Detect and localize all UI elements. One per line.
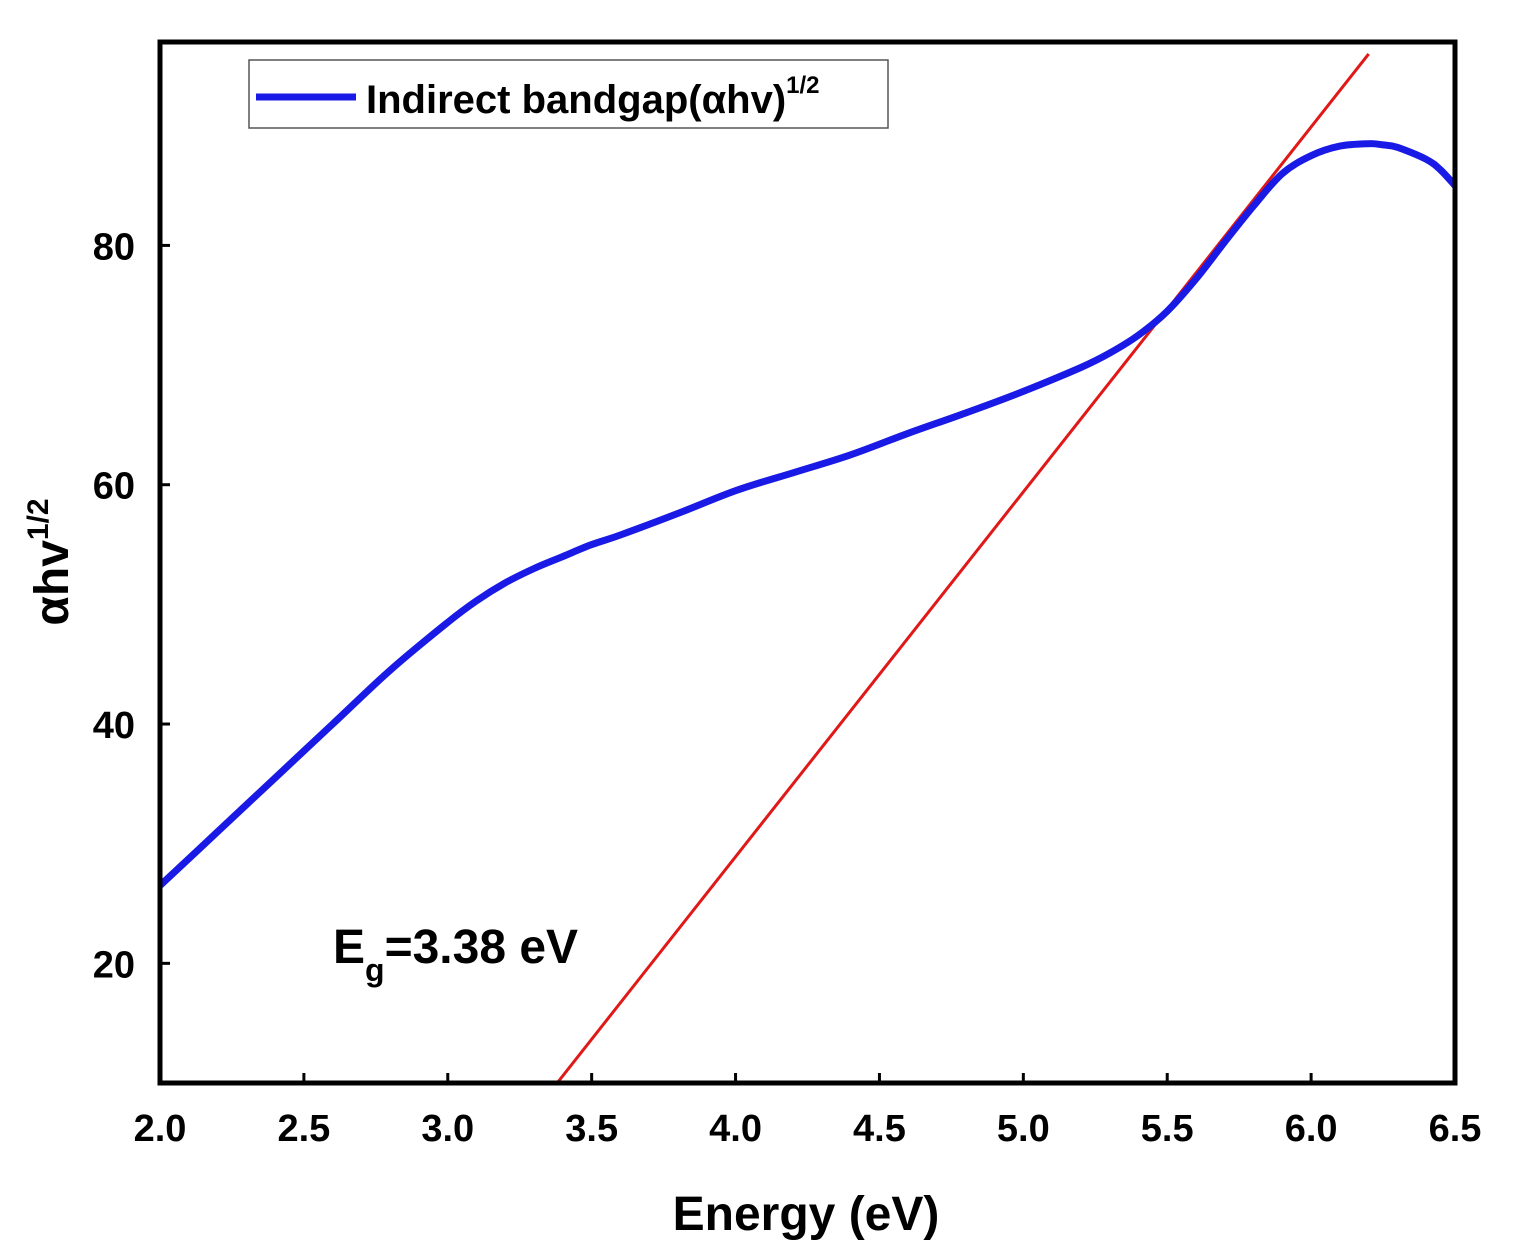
x-tick-label: 5.0 (997, 1108, 1050, 1150)
x-axis: 2.0 2.5 3.0 3.5 4.0 4.5 5.0 5.5 6.0 6.5 (134, 1073, 1482, 1150)
annotation-value: =3.38 eV (385, 921, 579, 974)
x-tick-label: 6.5 (1429, 1108, 1482, 1150)
svg-text:αhv1/2: αhv1/2 (22, 498, 79, 625)
x-tick-label: 6.0 (1285, 1108, 1338, 1150)
plot-area (160, 53, 1455, 1083)
legend-label-text: Indirect bandgap(αhv) (366, 78, 786, 122)
y-tick-label: 40 (93, 705, 135, 747)
y-tick-label: 60 (93, 466, 135, 508)
y-axis-title-base: αhv (26, 540, 79, 626)
fit-line (555, 53, 1370, 1083)
x-tick-label: 5.5 (1141, 1108, 1194, 1150)
x-tick-label: 2.5 (277, 1108, 330, 1150)
x-axis-title: Energy (eV) (673, 1188, 940, 1241)
y-tick-label: 20 (93, 944, 135, 986)
plot-frame (157, 39, 1458, 1086)
x-tick-label: 2.0 (134, 1108, 187, 1150)
legend: Indirect bandgap(αhv)1/2 (248, 59, 889, 129)
y-axis-title: αhv1/2 (22, 498, 79, 625)
y-tick-label: 80 (93, 226, 135, 268)
bandgap-annotation: Eg=3.38 eV (333, 921, 578, 988)
y-axis: 20 40 60 80 (93, 226, 170, 986)
series-line-0 (160, 140, 1455, 889)
legend-label: Indirect bandgap(αhv)1/2 (366, 72, 820, 122)
annotation-sub: g (365, 952, 385, 988)
x-tick-label: 4.5 (853, 1108, 906, 1150)
x-tick-label: 3.5 (565, 1108, 618, 1150)
annotation-e: E (333, 921, 365, 974)
x-tick-label: 3.0 (421, 1108, 474, 1150)
y-axis-title-sup: 1/2 (22, 498, 55, 540)
legend-label-sup: 1/2 (786, 72, 819, 99)
x-tick-label: 4.0 (709, 1108, 762, 1150)
